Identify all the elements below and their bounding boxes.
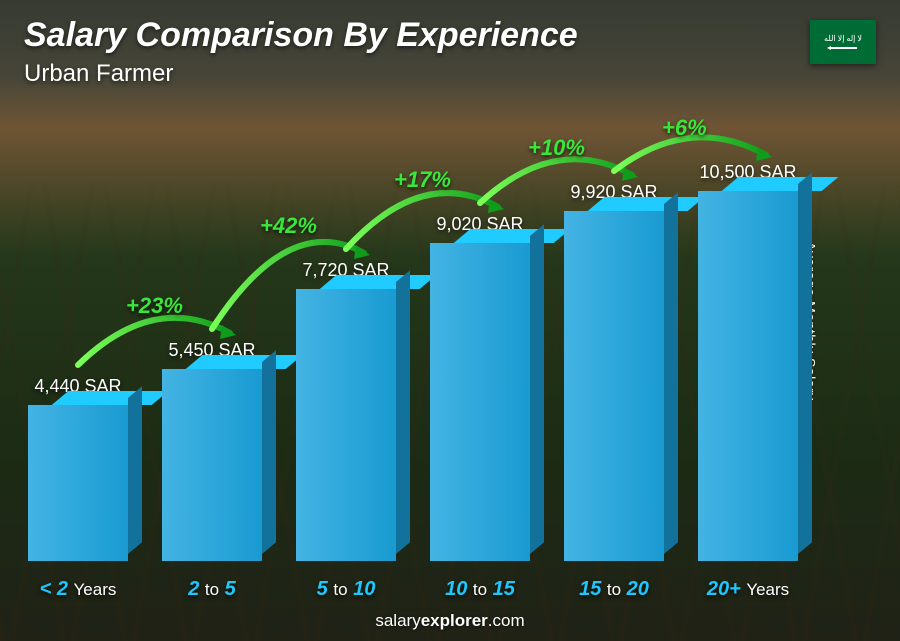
flag-saudi-arabia: ﻻ ﺇﻟﻪ ﺇﻻ ﺍﻟﻠﻪ bbox=[810, 20, 876, 64]
delta-label: +6% bbox=[662, 115, 707, 141]
footer-text-suffix: .com bbox=[488, 611, 525, 630]
x-axis-label: 10 to 15 bbox=[445, 578, 515, 601]
page-subtitle: Urban Farmer bbox=[24, 60, 173, 88]
footer-text-bold: explorer bbox=[421, 611, 488, 630]
delta-arc bbox=[24, 120, 840, 561]
infographic-stage: Salary Comparison By Experience Urban Fa… bbox=[0, 0, 900, 641]
salary-bar-chart: 4,440 SAR5,450 SAR7,720 SAR9,020 SAR9,92… bbox=[24, 120, 840, 561]
x-axis-label: 5 to 10 bbox=[317, 578, 376, 601]
footer-attribution: salaryexplorer.com bbox=[0, 611, 900, 631]
flag-icon: ﻻ ﺇﻟﻪ ﺇﻻ ﺍﻟﻠﻪ bbox=[819, 27, 867, 57]
x-axis-labels: < 2 Years 2 to 5 5 to 10 10 to 15 15 to 20 20… bbox=[24, 571, 840, 601]
page-title: Salary Comparison By Experience bbox=[24, 16, 578, 55]
x-axis-label: < 2 Years bbox=[40, 578, 117, 601]
x-axis-label: 2 to 5 bbox=[188, 578, 236, 601]
x-axis-label: 20+ Years bbox=[707, 578, 789, 601]
x-axis-label: 15 to 20 bbox=[579, 578, 649, 601]
svg-text:ﻻ ﺇﻟﻪ ﺇﻻ ﺍﻟﻠﻪ: ﻻ ﺇﻟﻪ ﺇﻻ ﺍﻟﻠﻪ bbox=[824, 34, 862, 43]
footer-text-prefix: salary bbox=[375, 611, 420, 630]
